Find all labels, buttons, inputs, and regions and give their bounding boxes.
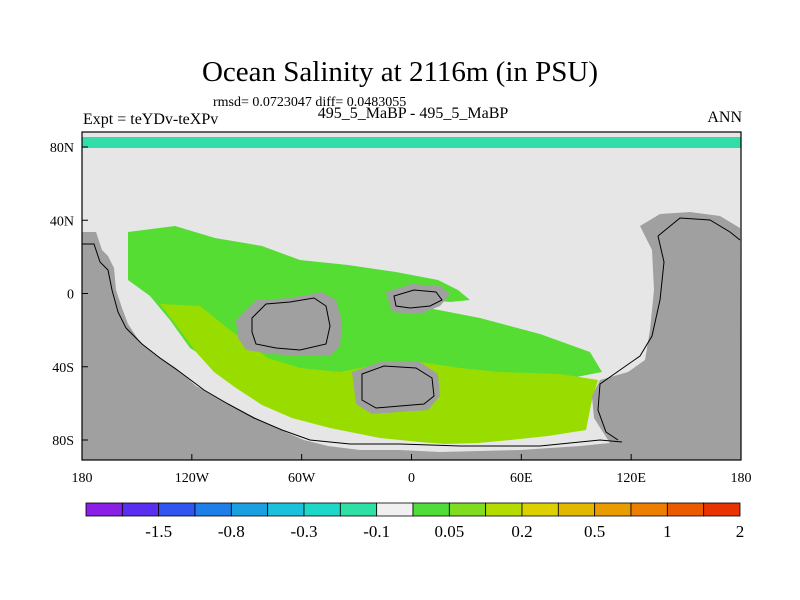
colorbar-label-0: -1.5: [145, 522, 172, 541]
colorbar-label-5: 0.2: [511, 522, 532, 541]
colorbar-swatch-16: [666, 502, 705, 517]
x-tick-label-6: 180: [731, 471, 752, 486]
colorbar-label-3: -0.1: [363, 522, 390, 541]
colorbar-swatch-8: [376, 502, 414, 517]
colorbar-swatch-14: [594, 502, 632, 517]
land-west-continent: [82, 232, 620, 460]
y-tick-label-2: 0: [67, 288, 74, 303]
colorbar-swatch-4: [230, 502, 269, 517]
colorbar-swatch-0: [85, 502, 123, 517]
x-tick-label-5: 120E: [616, 471, 646, 486]
y-tick-label-3: 40S: [52, 361, 74, 376]
colorbar-label-2: -0.3: [291, 522, 318, 541]
coastline-central: [251, 297, 331, 351]
coastline-south-central: [361, 365, 435, 409]
land-east-continent: [592, 212, 741, 460]
y-tick-label-0: 80N: [50, 141, 74, 156]
y-tick-label-1: 40N: [50, 214, 74, 229]
coastline-east: [597, 217, 741, 441]
colorbar-swatch-13: [557, 502, 596, 517]
coastline-west: [82, 243, 623, 447]
colorbar: -1.5 -0.8 -0.3 -0.1 0.05 0.2 0.5 1 2: [85, 502, 745, 541]
x-tick-label-1: 120W: [175, 471, 210, 486]
colorbar-swatch-5: [267, 502, 305, 517]
colorbar-swatch-2: [158, 502, 196, 517]
colorbar-label-8: 2: [736, 522, 745, 541]
colorbar-swatch-10: [448, 502, 487, 517]
x-tick-label-4: 60E: [510, 471, 533, 486]
colorbar-swatch-12: [521, 502, 559, 517]
land-south-central: [352, 362, 440, 414]
coastline-central-north: [393, 289, 443, 309]
x-tick-label-3: 0: [408, 471, 415, 486]
map-title: Ocean Salinity at 2116m (in PSU): [201, 56, 599, 88]
colorbar-swatch-11: [485, 502, 523, 517]
colorbar-label-1: -0.8: [218, 522, 245, 541]
colorbar-swatch-17: [703, 502, 741, 517]
colorbar-swatch-3: [194, 502, 232, 517]
colorbar-swatch-9: [412, 502, 450, 517]
arctic-band: [82, 137, 741, 148]
colorbar-swatch-1: [121, 502, 160, 517]
x-tick-label-2: 60W: [288, 471, 316, 486]
coastlines: [82, 217, 741, 447]
case-label: 495_5_MaBP - 495_5_MaBP: [317, 105, 509, 122]
colorbar-swatch-15: [630, 502, 668, 517]
rmsd-diff-stats: rmsd= 0.0723047 diff= 0.0483055: [213, 95, 407, 110]
experiment-label: Expt = teYDv-teXPv: [83, 111, 219, 128]
y-tick-label-4: 80S: [52, 434, 74, 449]
colorbar-label-4: 0.05: [434, 522, 464, 541]
colorbar-swatch-7: [339, 502, 378, 517]
x-tick-label-0: 180: [72, 471, 93, 486]
colorbar-swatch-6: [303, 502, 341, 517]
axis-ticks: 180 120W 60W 0 60E 120E 180 80N 40N 0 40S 80S: [50, 141, 752, 486]
colorbar-label-6: 0.5: [584, 522, 605, 541]
colorbar-label-7: 1: [663, 522, 672, 541]
season-label: ANN: [707, 109, 742, 126]
